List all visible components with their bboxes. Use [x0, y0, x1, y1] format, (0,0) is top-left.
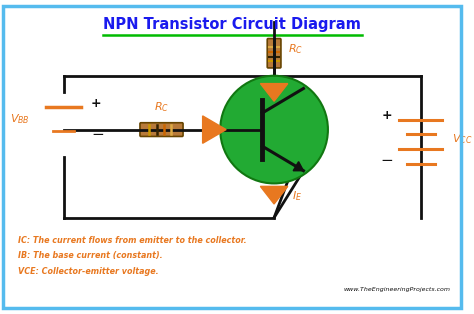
Text: $V_{BB}$: $V_{BB}$	[9, 112, 29, 126]
Text: $I_B$: $I_B$	[232, 107, 242, 121]
Polygon shape	[260, 187, 288, 204]
Text: $R_C$: $R_C$	[154, 100, 169, 114]
Text: VCE: Collector-emitter voltage.: VCE: Collector-emitter voltage.	[18, 267, 158, 276]
Text: www.TheEngineeringProjects.com: www.TheEngineeringProjects.com	[343, 287, 450, 292]
Text: −: −	[91, 127, 104, 142]
Polygon shape	[260, 84, 288, 101]
Text: $R_C$: $R_C$	[288, 42, 303, 56]
Text: $V_{CC}$: $V_{CC}$	[452, 133, 473, 146]
FancyBboxPatch shape	[267, 39, 281, 68]
Polygon shape	[202, 116, 226, 143]
Circle shape	[220, 76, 328, 183]
Text: IC: The current flows from emitter to the collector.: IC: The current flows from emitter to th…	[18, 236, 246, 245]
Text: +: +	[382, 109, 392, 122]
FancyBboxPatch shape	[140, 123, 183, 137]
Text: $I_E$: $I_E$	[292, 189, 302, 203]
Text: IB: The base current (constant).: IB: The base current (constant).	[18, 252, 162, 260]
Text: −: −	[380, 154, 393, 168]
Text: $I_C$: $I_C$	[292, 86, 302, 100]
Text: +: +	[91, 97, 101, 110]
Text: NPN Transistor Circuit Diagram: NPN Transistor Circuit Diagram	[103, 17, 361, 32]
Polygon shape	[293, 162, 303, 171]
